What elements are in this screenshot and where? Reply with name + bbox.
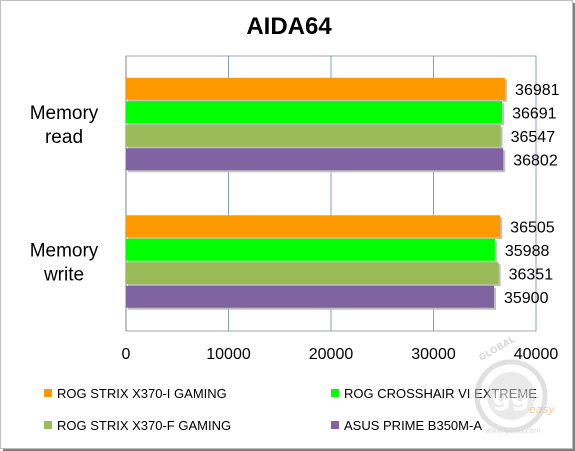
- data-label: 36981: [515, 82, 560, 99]
- x-tick-label: 30000: [411, 346, 456, 363]
- data-label: 36802: [513, 152, 558, 169]
- category-label: write: [43, 264, 84, 285]
- bar: [126, 124, 501, 147]
- data-label: 36691: [512, 105, 557, 122]
- x-tick-label: 10000: [206, 346, 251, 363]
- data-label: 35988: [505, 243, 550, 260]
- watermark-logo: gg: [492, 382, 529, 412]
- category-label: read: [45, 127, 83, 148]
- data-label: 36351: [509, 266, 554, 283]
- chart-title: AIDA64: [246, 13, 332, 40]
- watermark-url: www.geoid.com: [485, 427, 541, 435]
- bar: [126, 77, 506, 100]
- category-label: Memory: [30, 103, 99, 124]
- bar: [126, 101, 503, 124]
- bar: [126, 285, 494, 308]
- bar: [126, 262, 499, 285]
- legend-swatch: [331, 421, 339, 429]
- category-label: Memory: [30, 240, 99, 261]
- x-tick-label: 0: [122, 346, 131, 363]
- watermark-sub: easy: [529, 403, 555, 416]
- legend-swatch: [44, 389, 52, 397]
- bar: [126, 238, 495, 261]
- data-label: 36547: [511, 129, 556, 146]
- x-tick-label: 20000: [309, 346, 354, 363]
- legend-swatch: [44, 421, 52, 429]
- data-label: 35900: [504, 290, 549, 307]
- bar: [126, 215, 501, 238]
- legend-entry: ASUS PRIME B350M-A: [344, 418, 482, 433]
- data-label: 36505: [510, 219, 555, 236]
- watermark-brand: GLOBAL: [478, 335, 518, 364]
- legend-entry: ROG STRIX X370-I GAMING: [57, 386, 227, 401]
- x-tick-label: 40000: [514, 346, 559, 363]
- bar: [126, 148, 504, 171]
- legend-entry: ROG STRIX X370-F GAMING: [57, 418, 231, 433]
- legend-swatch: [331, 389, 339, 397]
